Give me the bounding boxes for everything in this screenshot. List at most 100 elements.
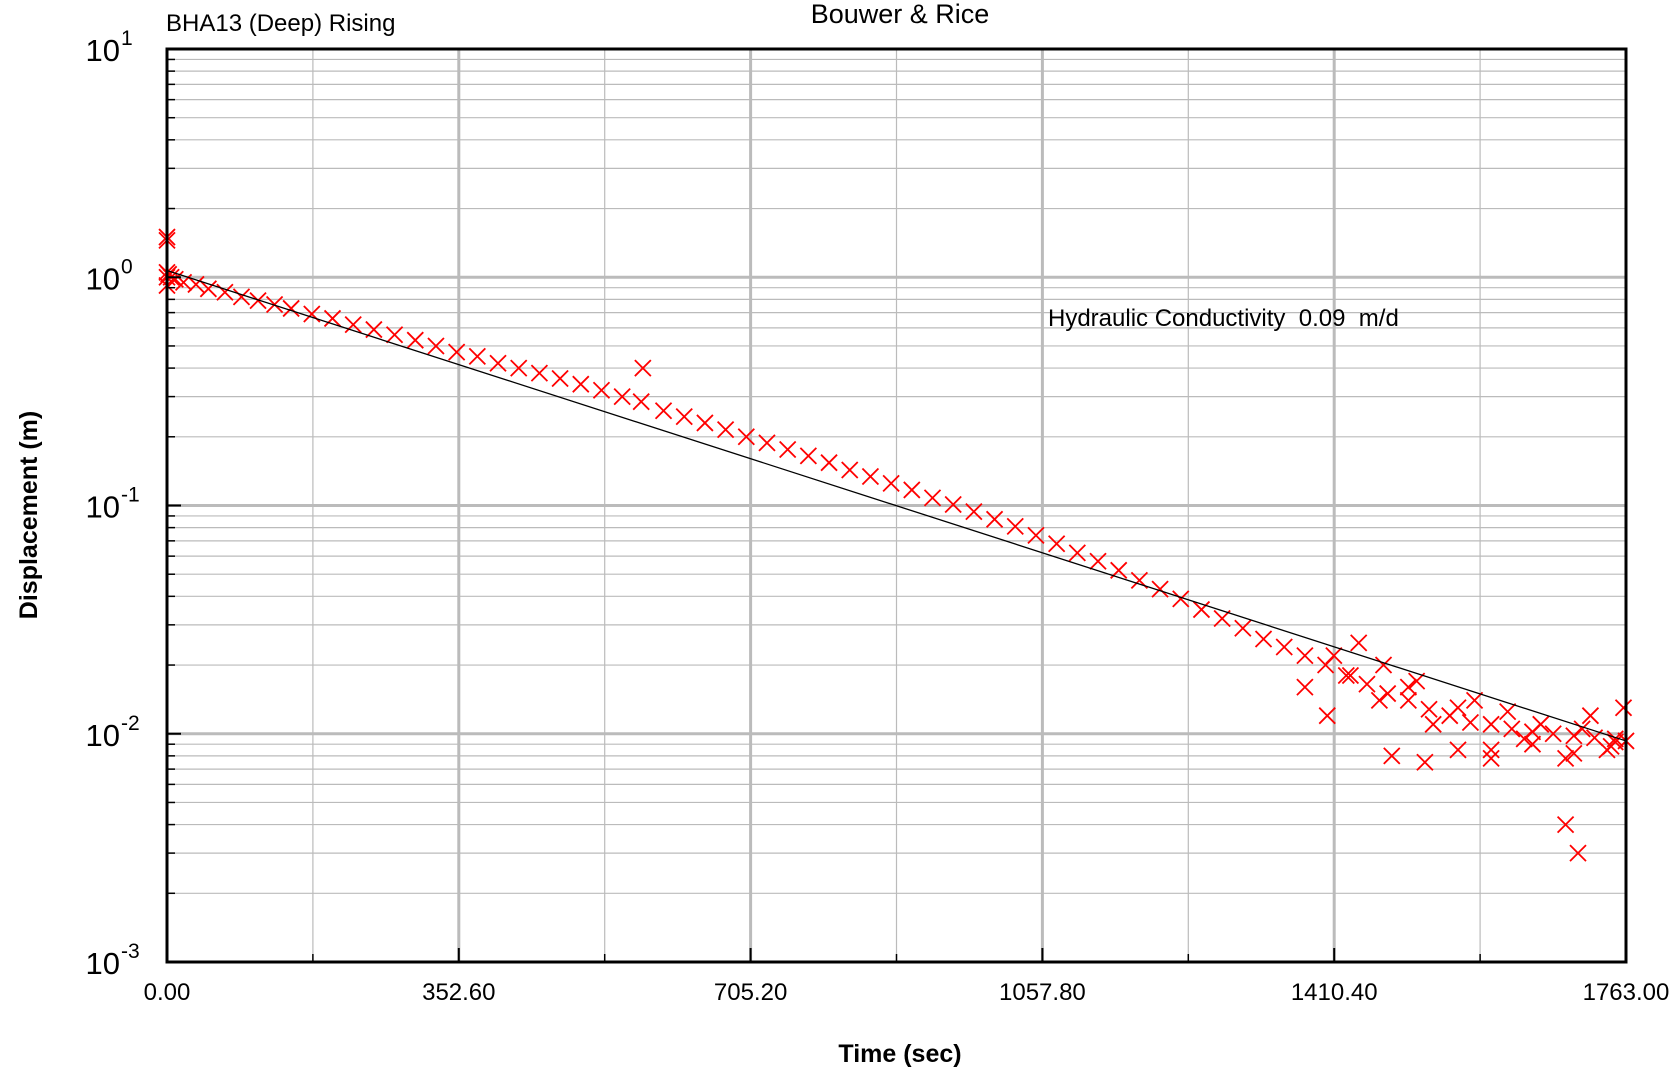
data-point [944, 495, 962, 514]
data-point [1449, 741, 1467, 759]
data-point [632, 393, 650, 411]
data-point-stroke [1027, 526, 1045, 544]
data-point-stroke [1047, 535, 1066, 553]
data-point [1151, 580, 1169, 598]
data-point-stroke [592, 381, 611, 399]
data-point [249, 291, 267, 310]
data-point-stroke [923, 489, 942, 507]
y-tick-label: 10 -3 [86, 940, 140, 981]
data-point-stroke [696, 414, 714, 432]
x-axis-label: Time (sec) [838, 1040, 961, 1068]
data-point [1296, 678, 1314, 696]
data-point [1027, 526, 1045, 544]
data-point-stroke [510, 359, 528, 377]
data-point-stroke [1318, 707, 1336, 725]
data-point [1416, 753, 1434, 771]
data-point-stroke [1556, 815, 1575, 834]
data-point-stroke [166, 270, 184, 288]
data-point-stroke [216, 283, 234, 301]
data-point [1614, 699, 1633, 717]
data-point [1350, 634, 1368, 652]
data-point-stroke [1565, 744, 1583, 763]
data-point-stroke [1482, 715, 1500, 733]
data-point [1254, 630, 1273, 648]
data-point [1465, 691, 1484, 710]
data-point [1379, 684, 1397, 703]
data-point [1358, 675, 1376, 693]
data-point-stroke [303, 305, 321, 323]
data-point-stroke [1275, 638, 1293, 656]
data-point [232, 288, 251, 306]
y-tick-label-base: 10 [86, 261, 120, 296]
data-point [1499, 702, 1517, 721]
data-point-stroke [1482, 749, 1500, 768]
data-point-stroke [344, 316, 362, 334]
data-point [675, 408, 693, 426]
data-point-stroke [882, 474, 900, 493]
data-point-stroke [1234, 619, 1252, 637]
data-point [1532, 715, 1550, 733]
data-point [1523, 735, 1542, 753]
data-point-stroke [632, 393, 650, 411]
fit-line [166, 269, 1627, 742]
x-tick-label: 1057.80 [999, 979, 1086, 1006]
y-tick-label: 10 -1 [86, 484, 140, 525]
data-point [613, 387, 631, 406]
y-tick-label-base: 10 [86, 490, 120, 525]
data-point [1318, 707, 1336, 725]
data-point [820, 454, 838, 472]
data-point-stroke [1325, 646, 1343, 665]
data-point-stroke [820, 454, 838, 472]
y-tick-label-exponent: -3 [121, 940, 140, 963]
data-point-stroke [1172, 590, 1190, 608]
data-point [1565, 744, 1583, 763]
x-tick-label: 352.60 [422, 979, 495, 1006]
data-point [1544, 725, 1562, 743]
data-point [572, 375, 590, 393]
chart-title: Bouwer & Rice [811, 0, 990, 29]
data-point-stroke [1192, 600, 1211, 619]
data-point-stroke [265, 295, 284, 314]
data-point-stroke [1465, 691, 1484, 710]
data-point [489, 354, 507, 372]
data-point [1089, 552, 1107, 570]
data-point [1573, 720, 1591, 738]
data-point-stroke [282, 299, 300, 318]
data-point-stroke [1379, 684, 1397, 703]
data-point [1337, 666, 1355, 685]
data-point [1370, 691, 1389, 710]
data-point-stroke [1614, 699, 1633, 717]
data-point [1374, 656, 1393, 674]
data-point-stroke [1296, 646, 1314, 665]
data-point-stroke [249, 291, 267, 310]
data-point [654, 402, 673, 420]
data-point [323, 309, 342, 328]
data-point-stroke [654, 402, 673, 420]
data-point [1515, 730, 1533, 748]
data-point-stroke [841, 461, 859, 479]
y-tick-label-exponent: 1 [121, 27, 133, 50]
y-tick-label: 10 -2 [86, 712, 140, 753]
data-point-stroke [1416, 753, 1434, 771]
data-points [158, 228, 1635, 862]
y-tick-label: 10 0 [86, 255, 133, 296]
data-point [592, 381, 611, 399]
data-point-stroke [758, 434, 776, 452]
data-point-stroke [1569, 844, 1587, 862]
data-point-stroke [489, 354, 507, 372]
data-point-stroke [530, 364, 549, 382]
data-point-stroke [1341, 666, 1360, 685]
data-point-stroke [779, 440, 797, 459]
data-point-stroke [944, 495, 962, 514]
y-tick-label-base: 10 [86, 946, 120, 981]
data-point [551, 369, 569, 388]
data-point-stroke [1006, 517, 1024, 536]
data-point-stroke [1482, 741, 1500, 759]
data-point [1047, 535, 1066, 553]
data-point [510, 359, 528, 377]
data-point [1341, 666, 1360, 685]
data-point-stroke [1573, 720, 1591, 738]
data-point [1006, 517, 1024, 536]
data-point [1581, 707, 1600, 725]
